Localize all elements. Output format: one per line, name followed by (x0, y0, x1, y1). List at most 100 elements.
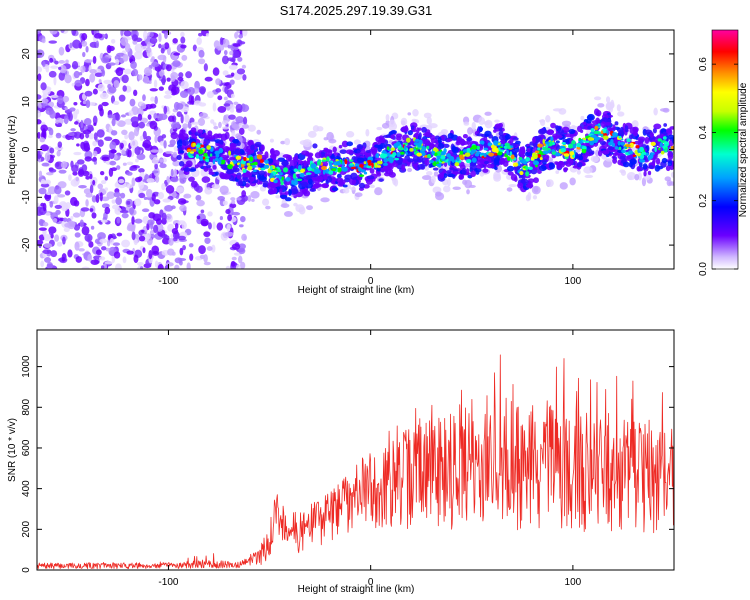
heatmap-halo-cell (307, 130, 317, 138)
heatmap-noise-cell (164, 31, 168, 39)
heatmap-ridge-cell (498, 130, 504, 137)
heatmap-halo-cell (236, 197, 242, 201)
heatmap-ridge-cell (484, 133, 490, 137)
heatmap-noise-cell (76, 159, 85, 165)
heatmap-noise-cell (223, 96, 228, 101)
heatmap-ridge-cell (493, 129, 497, 133)
spectrogram-y-tick-label: 20 (21, 48, 32, 60)
heatmap-core-cell (440, 155, 446, 160)
heatmap-core-cell (614, 146, 619, 150)
heatmap-noise-cell (65, 59, 69, 64)
heatmap-ridge-cell (236, 175, 241, 179)
heatmap-ridge-cell (317, 176, 323, 182)
heatmap-halo-cell (411, 118, 417, 123)
heatmap-core-cell (328, 170, 334, 175)
heatmap-halo-cell (540, 119, 546, 127)
heatmap-ridge-cell (555, 140, 560, 144)
heatmap-noise-cell (70, 216, 74, 220)
heatmap-core-cell (259, 159, 264, 163)
heatmap-ridge-cell (446, 138, 453, 142)
heatmap-noise-cell (142, 247, 146, 254)
heatmap-halo-cell (430, 175, 436, 184)
heatmap-core-cell (260, 167, 266, 171)
heatmap-noise-cell (198, 49, 205, 58)
heatmap-halo-cell (424, 166, 430, 171)
heatmap-halo-cell (494, 119, 500, 123)
heatmap-ridge-cell (577, 125, 583, 133)
heatmap-halo-cell (342, 188, 350, 194)
heatmap-core-cell (188, 155, 195, 158)
heatmap-core-cell (203, 152, 208, 157)
heatmap-halo-cell (466, 189, 470, 195)
figure-title: S174.2025.297.19.39.G31 (280, 3, 433, 18)
heatmap-noise-cell (90, 225, 95, 230)
heatmap-noise-cell (151, 157, 159, 165)
heatmap-halo-cell (275, 195, 281, 199)
heatmap-noise-cell (148, 249, 153, 260)
snr-y-tick-label: 1000 (21, 355, 32, 378)
heatmap-noise-cell (37, 131, 41, 139)
heatmap-halo-cell (407, 167, 413, 173)
heatmap-noise-cell (226, 223, 231, 232)
heatmap-noise-cell (198, 32, 203, 37)
heatmap-core-cell (242, 168, 247, 173)
heatmap-ridge-cell (294, 155, 299, 160)
heatmap-ridge-cell (323, 175, 328, 180)
heatmap-noise-cell (138, 179, 145, 190)
snr-y-tick-label: 0 (21, 567, 32, 573)
heatmap-noise-cell (92, 115, 98, 125)
heatmap-halo-cell (421, 175, 432, 181)
heatmap-ridge-cell (629, 126, 638, 135)
heatmap-halo-cell (597, 103, 605, 108)
spectrogram-x-axis-label: Height of straight line (km) (298, 285, 415, 296)
heatmap-halo-cell (634, 173, 640, 181)
heatmap-noise-cell (180, 80, 189, 90)
heatmap-ridge-cell (548, 162, 556, 170)
heatmap-ridge-cell (279, 188, 283, 195)
heatmap-ridge-cell (206, 165, 212, 169)
heatmap-ridge-cell (612, 124, 616, 132)
heatmap-core-cell (264, 159, 269, 164)
heatmap-core-cell (625, 144, 631, 148)
heatmap-noise-cell (238, 41, 246, 45)
heatmap-ridge-cell (376, 172, 382, 177)
heatmap-halo-cell (590, 155, 599, 163)
heatmap-core-cell (191, 148, 197, 152)
heatmap-noise-cell (78, 248, 85, 252)
heatmap-noise-cell (104, 206, 111, 215)
heatmap-core-cell (243, 156, 247, 162)
heatmap-noise-cell (67, 249, 73, 258)
heatmap-ridge-cell (407, 130, 413, 136)
heatmap-ridge-cell (452, 171, 460, 175)
heatmap-noise-cell (136, 262, 144, 266)
heatmap-halo-cell (471, 121, 476, 131)
heatmap-noise-cell (180, 31, 185, 38)
heatmap-noise-cell (178, 220, 186, 225)
heatmap-noise-cell (70, 128, 76, 132)
heatmap-noise-cell (189, 253, 194, 262)
heatmap-noise-cell (48, 70, 57, 78)
heatmap-ridge-cell (262, 183, 268, 188)
heatmap-noise-cell (55, 117, 64, 125)
heatmap-core-cell (293, 168, 299, 173)
heatmap-noise-cell (198, 245, 206, 255)
heatmap-core-cell (275, 174, 281, 178)
heatmap-noise-cell (161, 182, 166, 191)
heatmap-noise-cell (131, 216, 135, 225)
heatmap-ridge-cell (465, 167, 470, 176)
heatmap-noise-cell (225, 209, 231, 215)
heatmap-core-cell (328, 161, 333, 167)
heatmap-ridge-cell (555, 134, 563, 139)
heatmap-halo-cell (231, 121, 236, 128)
heatmap-noise-cell (113, 80, 120, 89)
heatmap-core-cell (335, 158, 339, 162)
heatmap-noise-cell (57, 181, 67, 189)
heatmap-halo-cell (419, 124, 429, 130)
heatmap-ridge-cell (237, 180, 244, 187)
heatmap-ridge-cell (222, 173, 231, 180)
heatmap-noise-cell (60, 202, 69, 212)
heatmap-noise-cell (103, 79, 112, 85)
heatmap-noise-cell (37, 110, 42, 118)
heatmap-noise-cell (42, 202, 47, 212)
heatmap-core-cell (273, 168, 278, 171)
